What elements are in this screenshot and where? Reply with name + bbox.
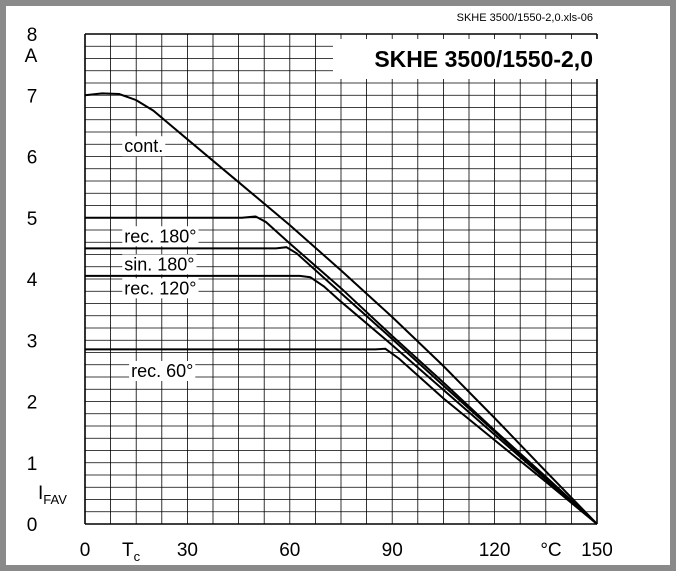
y-tick-label: 1 bbox=[27, 454, 38, 475]
y-axis-label: IFAV bbox=[38, 483, 67, 507]
curve-labels: cont. rec. 180° sin. 180° rec. 120° rec. 60° bbox=[122, 136, 199, 381]
chart-title: SKHE 3500/1550-2,0 bbox=[374, 46, 593, 72]
x-tick-label: 60 bbox=[279, 540, 300, 561]
y-tick-label: 2 bbox=[27, 393, 38, 414]
curve-label-3: sin. 180° bbox=[122, 254, 197, 275]
chart: cont. rec. 180° sin. 180° rec. 120° rec. 60°… bbox=[25, 12, 613, 564]
x-axis-label: Tc bbox=[122, 540, 141, 564]
y-axis-unit: A bbox=[25, 46, 38, 67]
series-layer bbox=[84, 92, 598, 525]
x-tick-label: 150 bbox=[581, 540, 613, 561]
grid bbox=[84, 33, 598, 525]
curve-label-text: rec. 180° bbox=[124, 226, 196, 246]
tick-layer: 0 1 2 3 4 5 6 7 8 0 30 60 90 120 150 bbox=[27, 25, 613, 561]
y-tick-label: 3 bbox=[27, 331, 38, 352]
y-tick-label: 4 bbox=[27, 270, 38, 291]
curve-label-bg bbox=[122, 226, 199, 247]
curve-label-text: rec. 120° bbox=[124, 278, 196, 298]
x-tick-label: 90 bbox=[382, 540, 403, 561]
curve-label-bg bbox=[122, 136, 166, 157]
series-line-1 bbox=[84, 92, 598, 525]
y-tick-label: 5 bbox=[27, 209, 38, 230]
curve-label-text: sin. 180° bbox=[124, 254, 194, 274]
curve-label-4: rec. 120° bbox=[122, 278, 199, 299]
y-tick-label: 6 bbox=[27, 148, 38, 169]
x-tick-label: 0 bbox=[80, 540, 91, 561]
curve-label-bg bbox=[122, 278, 199, 299]
curve-label-5: rec. 60° bbox=[129, 361, 196, 381]
curve-label-bg bbox=[122, 254, 197, 275]
series-line-3 bbox=[85, 246, 598, 525]
y-tick-label: 8 bbox=[27, 25, 38, 46]
curve-label-bg bbox=[129, 361, 196, 381]
x-tick-label: 30 bbox=[177, 540, 198, 561]
curve-label-2: rec. 180° bbox=[122, 226, 199, 247]
series-line-4 bbox=[85, 274, 598, 525]
series-line-5 bbox=[85, 347, 598, 525]
y-tick-label: 7 bbox=[27, 86, 38, 107]
curve-label-text: cont. bbox=[124, 136, 163, 156]
title-box bbox=[333, 39, 598, 79]
curve-label-1: cont. bbox=[122, 136, 166, 157]
x-axis-unit: °C bbox=[540, 540, 561, 561]
curve-label-text: rec. 60° bbox=[131, 361, 193, 381]
y-tick-label: 0 bbox=[27, 515, 38, 536]
x-tick-label: 120 bbox=[479, 540, 511, 561]
file-label: SKHE 3500/1550-2,0.xls-06 bbox=[457, 12, 593, 24]
